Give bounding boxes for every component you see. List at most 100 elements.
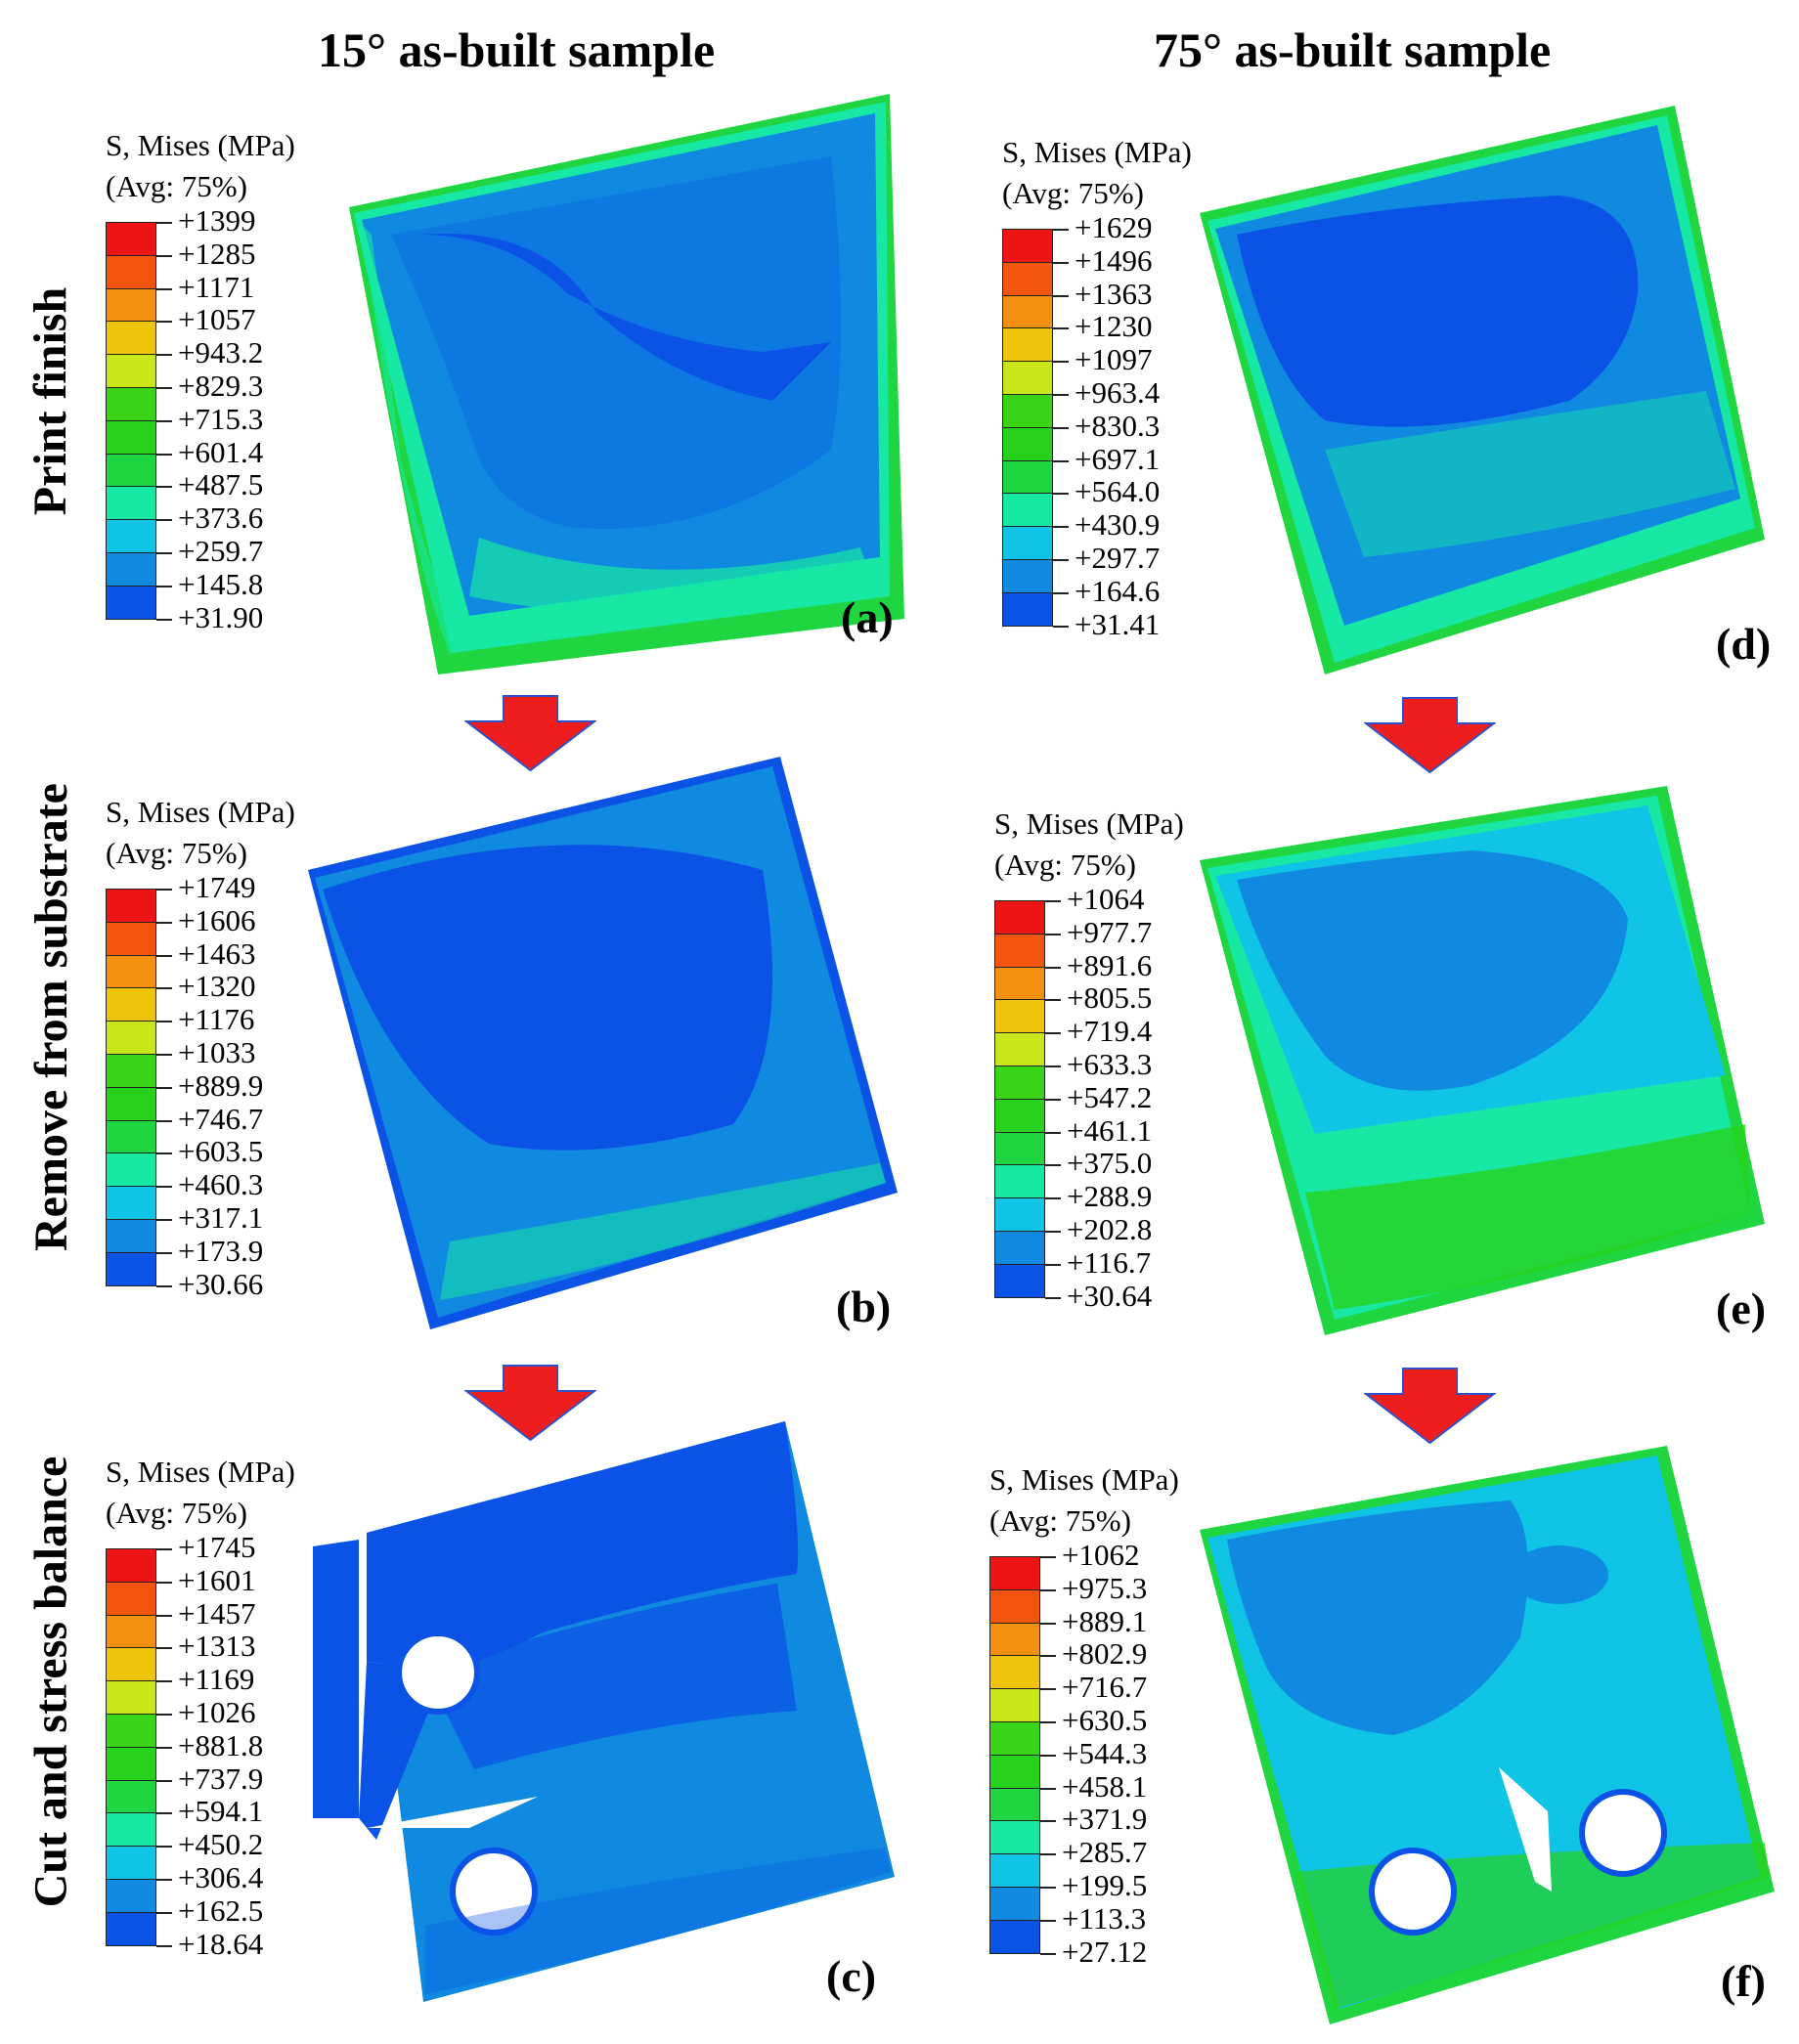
tick-value: +1062 bbox=[1062, 1538, 1140, 1572]
panel-label: (c) bbox=[826, 1951, 877, 2001]
tick-value: +891.6 bbox=[1067, 947, 1153, 982]
tick-mark bbox=[1053, 559, 1069, 561]
color-swatch bbox=[994, 1197, 1045, 1232]
color-swatch bbox=[106, 1581, 156, 1616]
tick-mark bbox=[1053, 394, 1069, 396]
tick-mark bbox=[156, 585, 172, 587]
legend-title: S, Mises (MPa) bbox=[106, 795, 295, 829]
color-swatch bbox=[106, 1021, 156, 1055]
tick-value: +371.9 bbox=[1062, 1802, 1148, 1837]
color-swatch bbox=[106, 419, 156, 455]
tick-value: +202.8 bbox=[1067, 1212, 1153, 1246]
panel-label: (f) bbox=[1721, 1956, 1766, 2006]
tick-mark bbox=[1040, 1787, 1056, 1790]
panel-label: (b) bbox=[836, 1282, 892, 1331]
tick-mark bbox=[156, 1086, 172, 1089]
tick-value: +746.7 bbox=[178, 1101, 264, 1136]
color-swatch bbox=[994, 966, 1045, 1001]
tick-value: +603.5 bbox=[178, 1134, 264, 1169]
tick-value: +1285 bbox=[178, 236, 256, 271]
color-swatch bbox=[106, 1779, 156, 1814]
color-swatch bbox=[1002, 559, 1053, 593]
tick-mark bbox=[156, 1680, 172, 1683]
tick-mark bbox=[156, 987, 172, 990]
tick-mark bbox=[1045, 1263, 1061, 1266]
tick-mark bbox=[1053, 625, 1069, 628]
tick-mark bbox=[156, 1944, 172, 1947]
tick-mark bbox=[156, 1119, 172, 1122]
tick-value: +460.3 bbox=[178, 1167, 264, 1202]
tick-value: +31.41 bbox=[1075, 606, 1161, 641]
color-swatch bbox=[989, 1622, 1040, 1657]
column-title-left: 15° as-built sample bbox=[318, 22, 716, 77]
legend-title: S, Mises (MPa) bbox=[106, 1455, 295, 1489]
color-swatch bbox=[994, 1032, 1045, 1066]
tick-value: +1399 bbox=[178, 203, 256, 238]
tick-value: +601.4 bbox=[178, 434, 264, 469]
tick-mark bbox=[156, 552, 172, 554]
color-bar: +1062 +975.3 +889.1 +802.9 +716.7 +630.5 +544.… bbox=[989, 1540, 1214, 1967]
color-swatch bbox=[989, 1853, 1040, 1888]
stress-contour-plate bbox=[1200, 786, 1765, 1335]
row-label-text: Print finish bbox=[24, 286, 77, 515]
color-swatch bbox=[1002, 591, 1053, 627]
tick-value: +630.5 bbox=[1062, 1703, 1148, 1737]
tick-mark bbox=[156, 1186, 172, 1189]
tick-value: +1629 bbox=[1075, 210, 1153, 244]
legend-title: S, Mises (MPa) bbox=[994, 806, 1184, 841]
tick-mark bbox=[1045, 1197, 1061, 1200]
arrow-down-icon bbox=[464, 695, 596, 772]
legend-subtitle: (Avg: 75%) bbox=[106, 836, 247, 870]
tick-value: +173.9 bbox=[178, 1233, 264, 1268]
tick-value: +458.1 bbox=[1062, 1768, 1148, 1804]
tick-mark bbox=[1040, 1952, 1056, 1955]
color-swatch bbox=[106, 1812, 156, 1848]
tick-mark bbox=[156, 618, 172, 621]
color-swatch bbox=[106, 585, 156, 620]
tick-value: +889.9 bbox=[178, 1067, 264, 1103]
tick-mark bbox=[156, 1911, 172, 1914]
tick-mark bbox=[1045, 900, 1061, 902]
row-label-remove: Remove from substrate bbox=[2, 704, 100, 1329]
color-bar: +1749 +1606 +1463 +1320 +1176 +1033 +889.9 +746… bbox=[106, 872, 330, 1299]
tick-value: +1176 bbox=[178, 1002, 255, 1037]
tick-value: +306.4 bbox=[178, 1860, 264, 1894]
tick-value: +594.1 bbox=[178, 1794, 264, 1829]
tick-mark bbox=[1040, 1820, 1056, 1823]
tick-mark bbox=[156, 1846, 172, 1848]
tick-mark bbox=[1040, 1853, 1056, 1856]
legend: S, Mises (MPa) (Avg: 75%) +1745 +1601 +145… bbox=[106, 1452, 330, 1959]
tick-value: +719.4 bbox=[1067, 1014, 1153, 1049]
arrow-down-icon bbox=[464, 1365, 596, 1442]
tick-mark bbox=[1045, 1296, 1061, 1299]
color-swatch bbox=[1002, 361, 1053, 395]
tick-value: +547.2 bbox=[1067, 1079, 1153, 1114]
color-swatch bbox=[994, 1263, 1045, 1298]
panel-label: (e) bbox=[1716, 1283, 1767, 1333]
tick-value: +1496 bbox=[1075, 242, 1153, 278]
color-swatch bbox=[106, 1086, 156, 1121]
tick-mark bbox=[156, 1284, 172, 1287]
tick-mark bbox=[1053, 327, 1069, 330]
tick-mark bbox=[156, 921, 172, 924]
color-swatch bbox=[106, 1911, 156, 1946]
color-swatch bbox=[106, 987, 156, 1022]
row-label-cut: Cut and stress balance bbox=[2, 1349, 100, 2014]
tick-mark bbox=[156, 287, 172, 290]
tick-mark bbox=[156, 1879, 172, 1881]
panel-label: (a) bbox=[841, 592, 894, 642]
color-swatch bbox=[106, 1680, 156, 1715]
legend-subtitle: (Avg: 75%) bbox=[106, 169, 247, 203]
color-swatch bbox=[106, 486, 156, 521]
stress-contour-plate bbox=[308, 757, 898, 1329]
tick-mark bbox=[156, 321, 172, 324]
tick-value: +1601 bbox=[178, 1562, 256, 1597]
tick-value: +1033 bbox=[178, 1035, 256, 1069]
tick-value: +805.5 bbox=[1067, 980, 1153, 1016]
color-swatch bbox=[106, 1879, 156, 1913]
color-swatch bbox=[989, 1754, 1040, 1789]
tick-mark bbox=[1053, 361, 1069, 364]
tick-mark bbox=[1040, 1887, 1056, 1889]
color-swatch bbox=[106, 453, 156, 488]
color-swatch bbox=[994, 1164, 1045, 1199]
